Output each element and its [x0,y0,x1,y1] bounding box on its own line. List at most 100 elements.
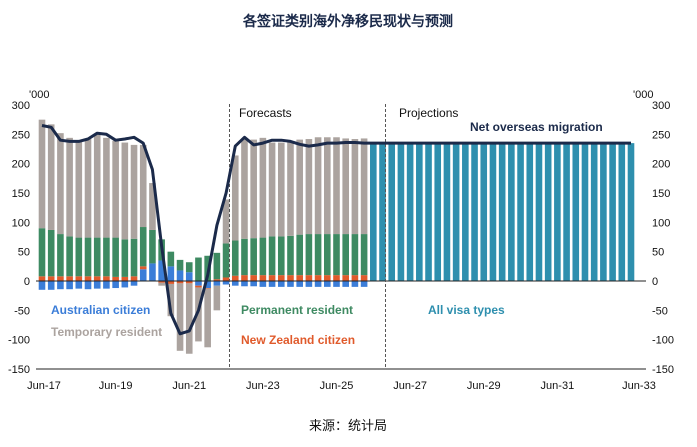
bar-australian-citizen [57,281,64,290]
bar-new-zealand-citizen [296,275,303,281]
bar-temporary-resident [103,137,110,238]
bar-permanent-resident [47,229,55,277]
bar-new-zealand-citizen [75,276,83,281]
bar-all-visa-types [406,143,414,281]
bar-all-visa-types [627,143,635,281]
bar-new-zealand-citizen [222,277,230,281]
bar-all-visa-types [572,143,580,281]
bar-australian-citizen [176,270,184,281]
bar-all-visa-types [498,143,506,281]
bar-permanent-resident [121,239,129,277]
bar-new-zealand-citizen [66,276,73,281]
bar-permanent-resident [66,236,73,277]
bar-new-zealand-citizen [213,279,221,281]
bar-temporary-resident [333,137,340,235]
bar-temporary-resident [38,119,46,229]
bar-permanent-resident [57,234,64,277]
bar-temporary-resident [314,137,322,235]
bar-new-zealand-citizen [241,275,248,281]
bar-new-zealand-citizen [324,275,331,281]
bar-australian-citizen [47,281,55,290]
bar-permanent-resident [75,237,83,277]
bar-australian-citizen [268,281,276,287]
bar-australian-citizen [139,269,147,281]
bar-australian-citizen [250,281,257,287]
y-tick-label-right: 200 [652,159,670,171]
bar-new-zealand-citizen [158,281,165,283]
bar-all-visa-types [462,143,469,281]
bar-australian-citizen [130,281,138,286]
bar-temporary-resident [287,141,294,236]
bar-australian-citizen [158,260,165,281]
bar-temporary-resident [277,142,285,237]
bar-permanent-resident [176,259,184,271]
bar-new-zealand-citizen [204,288,211,289]
bar-permanent-resident [185,262,193,273]
x-tick-label: Jun-27 [393,380,427,392]
bar-all-visa-types [600,143,607,281]
bar-australian-citizen [360,281,368,287]
bar-australian-citizen [314,281,322,287]
bar-australian-citizen [351,281,359,287]
bar-all-visa-types [517,143,524,281]
y-tick-label-right: 250 [652,129,670,141]
bar-temporary-resident [213,285,221,311]
y-tick-label-right: 300 [652,100,670,112]
bar-all-visa-types [434,143,442,281]
bar-all-visa-types [425,143,432,281]
bar-temporary-resident [360,138,368,235]
bar-all-visa-types [544,143,552,281]
bar-new-zealand-citizen [47,276,55,281]
bar-all-visa-types [618,143,626,281]
bar-new-zealand-citizen [176,281,184,284]
bar-permanent-resident [93,237,101,277]
bar-australian-citizen [324,281,331,287]
bar-australian-citizen [84,281,92,290]
bar-permanent-resident [231,240,239,276]
bar-new-zealand-citizen [121,276,129,281]
bar-new-zealand-citizen [103,276,110,281]
y-tick-label-right: 50 [652,247,664,259]
bar-permanent-resident [139,227,147,267]
bar-permanent-resident [268,236,276,276]
y-tick-label-right: -100 [652,335,674,347]
bar-temporary-resident [84,139,92,238]
projection-bars [370,143,635,281]
x-tick-label: Jun-29 [467,380,501,392]
axes: -150 -150 -100 -100 -50 -50 0 0 50 50 100 100 150 150… [8,100,674,392]
bar-all-visa-types [535,143,543,281]
bar-australian-citizen [296,281,303,287]
bar-new-zealand-citizen [333,275,340,281]
y-tick-label-left: 300 [12,100,30,112]
bar-all-visa-types [609,143,616,281]
bar-australian-citizen [333,281,340,287]
x-tick-label: Jun-17 [27,380,61,392]
bar-australian-citizen [204,281,211,289]
bar-australian-citizen [213,281,221,286]
bar-permanent-resident [130,238,138,277]
bar-temporary-resident [47,124,55,230]
bar-temporary-resident [93,134,101,238]
bar-all-visa-types [452,143,460,281]
bar-permanent-resident [324,234,331,276]
labels: Forecasts Projections Net overseas migra… [51,106,603,347]
bar-permanent-resident [314,234,322,276]
x-tick-label: Jun-19 [99,380,133,392]
bar-temporary-resident [195,287,202,342]
bar-temporary-resident [149,183,156,230]
bar-temporary-resident [222,199,230,244]
bar-new-zealand-citizen [112,276,119,281]
y-tick-label-left: 150 [12,188,30,200]
bar-all-visa-types [471,143,478,281]
bar-australian-citizen [75,281,83,289]
bar-temporary-resident [250,139,257,239]
bar-temporary-resident [342,138,349,235]
bar-permanent-resident [112,237,119,277]
bar-permanent-resident [333,234,340,276]
y-tick-label-right: 0 [652,276,658,288]
y-tick-label-left: 0 [24,276,30,288]
bar-australian-citizen [277,281,285,287]
y-unit-left: '000 [29,89,49,101]
bar-all-visa-types [379,143,386,281]
